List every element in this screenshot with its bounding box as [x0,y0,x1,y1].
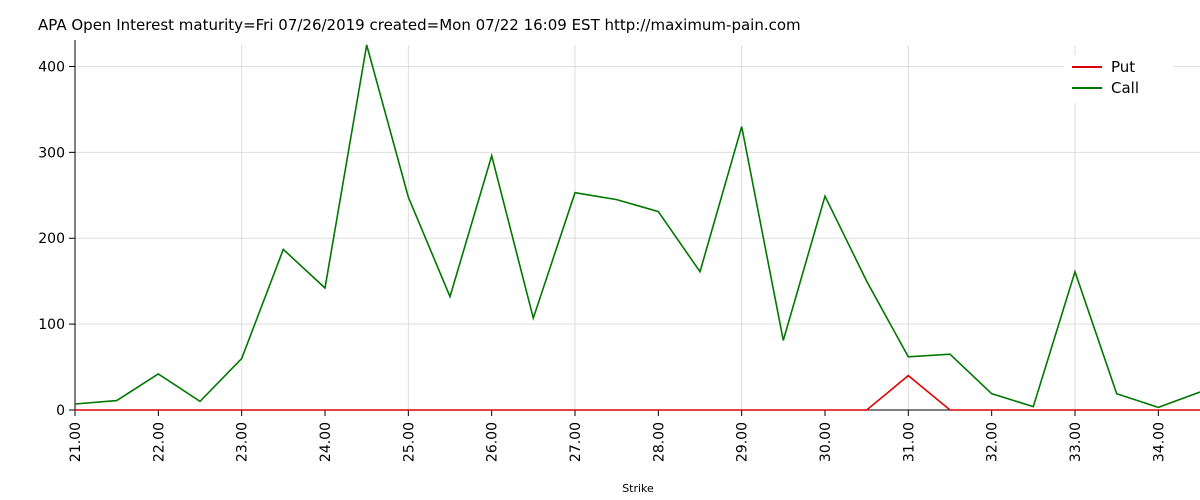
x-axis-ticks: 21.00 22.00 23.00 24.00 25.00 26.00 27.00 28.00… [68,410,1167,462]
series-line-put [75,374,1200,411]
x-tick-label: 21.00 [68,422,84,462]
x-tick-label: 29.00 [735,422,751,462]
x-tick-label: 24.00 [318,422,334,462]
x-tick-label: 30.00 [818,422,834,462]
x-tick-label: 32.00 [985,422,1001,462]
x-axis-label: Strike [622,482,654,495]
x-tick-label: 34.00 [1151,422,1167,462]
y-tick-label: 400 [38,59,65,75]
x-tick-label: 25.00 [401,422,417,462]
series-line-call [74,44,1200,409]
legend-label-call: Call [1111,79,1139,97]
legend: Put Call [1064,55,1174,103]
grid [75,45,1200,410]
y-axis-ticks: 0 100 200 300 400 [38,59,75,419]
y-tick-label: 300 [38,145,65,161]
x-tick-label: 26.00 [485,422,501,462]
x-tick-label: 33.00 [1068,422,1084,462]
chart-title: APA Open Interest maturity=Fri 07/26/201… [38,16,801,34]
x-tick-label: 27.00 [568,422,584,462]
x-tick-label: 23.00 [235,422,251,462]
y-tick-label: 0 [56,403,65,419]
series-lines [74,44,1200,411]
x-tick-label: 31.00 [901,422,917,462]
legend-label-put: Put [1111,58,1135,76]
y-tick-label: 100 [38,317,65,333]
legend-background [1064,55,1174,103]
x-tick-label: 28.00 [651,422,667,462]
y-tick-label: 200 [38,231,65,247]
x-tick-label: 22.00 [151,422,167,462]
